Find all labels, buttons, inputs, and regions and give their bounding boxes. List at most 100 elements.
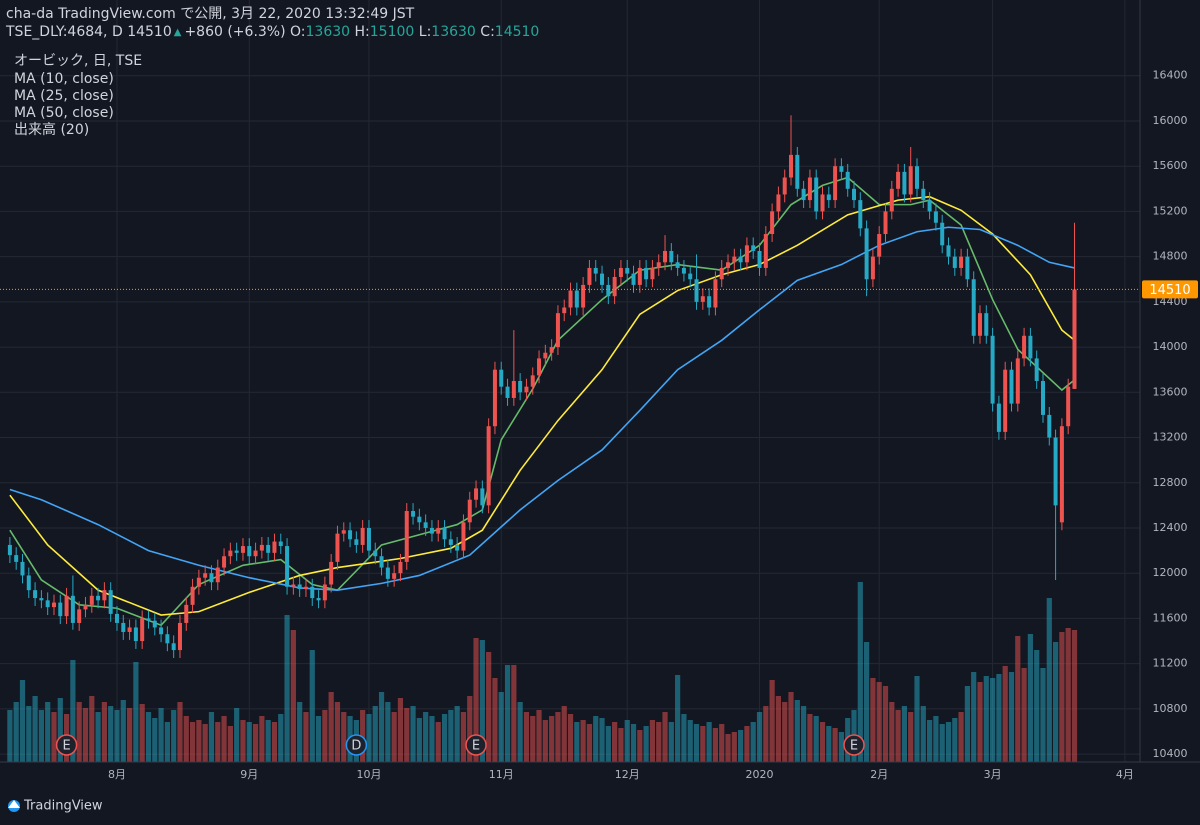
volume-bar — [813, 716, 819, 762]
candle-body — [574, 290, 579, 308]
volume-bar — [719, 724, 725, 762]
volume-bar — [952, 718, 958, 762]
event-label: E — [472, 739, 480, 754]
candle-body — [757, 250, 762, 268]
y-tick-label: 11600 — [1153, 611, 1188, 624]
l-value: 13630 — [431, 24, 476, 40]
candle-body — [656, 262, 661, 268]
volume-bar — [882, 686, 889, 762]
candle-body — [1009, 369, 1014, 404]
volume-bar — [971, 672, 977, 762]
volume-bar — [517, 702, 523, 762]
volume-bar — [832, 728, 838, 762]
candle-body — [820, 194, 825, 212]
candle-body — [291, 584, 296, 587]
candle-body — [196, 577, 201, 587]
volume-bar — [555, 712, 561, 762]
volume-bar — [303, 712, 309, 762]
logo-mark — [8, 800, 20, 808]
h-label: H: — [355, 24, 370, 40]
volume-bar — [939, 724, 945, 762]
candle-body — [789, 154, 794, 178]
candle-body — [184, 604, 189, 623]
candle-body — [707, 296, 712, 308]
volume-bar — [139, 704, 145, 762]
volume-bar — [958, 712, 964, 762]
volume-bar — [378, 692, 385, 762]
candle-body — [114, 613, 119, 623]
ma-line — [9, 226, 1075, 591]
volume-bar — [1027, 634, 1033, 762]
volume-bar — [473, 638, 479, 762]
volume-bar — [309, 650, 315, 762]
last-price-label: 14510 — [1149, 283, 1190, 298]
candle-body — [744, 245, 749, 263]
candle-body — [310, 586, 315, 599]
volume-bar — [189, 722, 196, 762]
candle-body — [234, 550, 239, 553]
candle-body — [379, 556, 384, 568]
volume-bar — [637, 730, 643, 762]
volume-bar — [366, 714, 372, 762]
volume-bar — [1052, 642, 1059, 762]
volume-bar — [687, 720, 693, 762]
candle-body — [864, 228, 869, 280]
candle-body — [807, 177, 812, 201]
candle-body — [335, 533, 340, 562]
volume-bar — [208, 712, 215, 762]
candle-body — [537, 358, 542, 376]
volume-bar — [45, 702, 51, 762]
volume-bar — [983, 676, 989, 762]
candle-body — [1047, 414, 1052, 438]
candle-body — [354, 539, 359, 545]
candle-body — [209, 573, 214, 583]
candle-body — [719, 267, 724, 280]
volume-bar — [492, 678, 498, 762]
candle-body — [461, 522, 466, 551]
candle-body — [1034, 358, 1039, 381]
candle-body — [222, 556, 227, 568]
volume-bar — [26, 706, 32, 762]
volume-bar — [1071, 630, 1078, 762]
volume-bar — [750, 722, 756, 762]
candle-body — [127, 627, 132, 632]
y-tick-label: 16000 — [1153, 114, 1188, 127]
volume-bar — [662, 712, 668, 762]
candle-body — [581, 284, 586, 308]
volume-bar — [385, 702, 391, 762]
candle-body — [436, 527, 441, 534]
candle-body — [971, 279, 976, 336]
candle-body — [776, 194, 781, 212]
volume-bar — [656, 722, 662, 762]
candle-body — [933, 211, 938, 223]
volume-bar — [788, 692, 794, 762]
volume-bar — [278, 714, 284, 762]
volume-bar — [826, 726, 832, 762]
y-tick-label: 15200 — [1153, 204, 1188, 217]
volume-bar — [977, 682, 983, 762]
o-value: 13630 — [306, 24, 351, 40]
volume-bar — [738, 730, 744, 762]
volume-bar — [19, 680, 26, 762]
volume-bar — [13, 702, 19, 762]
candle-body — [694, 279, 699, 302]
candle-body — [593, 267, 598, 274]
volume-bar — [542, 720, 548, 762]
candle-body — [203, 573, 208, 578]
candle-body — [530, 375, 535, 387]
volume-layer — [7, 582, 1078, 762]
candle-body — [896, 171, 901, 189]
volume-bar — [410, 706, 416, 762]
candle-body — [392, 573, 397, 579]
candle-body — [763, 234, 768, 268]
volume-bar — [731, 732, 737, 762]
volume-bar — [152, 718, 158, 762]
candle-body — [215, 567, 220, 583]
y-tick-label: 14800 — [1153, 250, 1188, 263]
volume-bar — [252, 724, 259, 762]
candle-body — [77, 609, 82, 623]
candle-body — [927, 200, 932, 212]
legend-entry: MA (50, close) — [14, 105, 114, 121]
volume-bar — [215, 722, 221, 762]
volume-bar — [1034, 650, 1040, 762]
